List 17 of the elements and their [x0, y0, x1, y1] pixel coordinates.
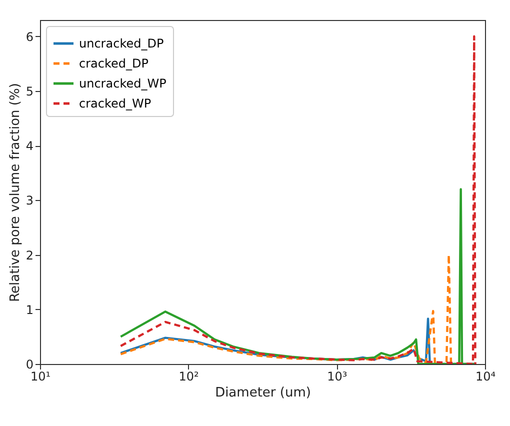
x-tick-label: 10⁴ [475, 370, 496, 384]
legend-label: cracked_DP [79, 56, 148, 70]
legend-label: uncracked_DP [79, 36, 164, 50]
x-tick-label: 10¹ [30, 370, 51, 384]
y-tick-label: 0 [26, 358, 34, 372]
legend-label: uncracked_WP [79, 76, 166, 90]
y-tick-label: 3 [26, 194, 34, 208]
y-tick-label: 2 [26, 248, 34, 262]
x-axis-title: Diameter (um) [215, 386, 311, 400]
legend-label: cracked_WP [79, 96, 152, 110]
y-tick-label: 4 [26, 139, 34, 154]
y-tick-label: 6 [26, 30, 34, 44]
y-tick-label: 1 [26, 302, 34, 317]
x-tick-label: 10² [178, 370, 200, 384]
y-axis-title: Relative pore volume fraction (%) [8, 83, 23, 302]
x-tick-label: 10³ [327, 370, 348, 384]
y-tick-label: 5 [26, 84, 34, 98]
